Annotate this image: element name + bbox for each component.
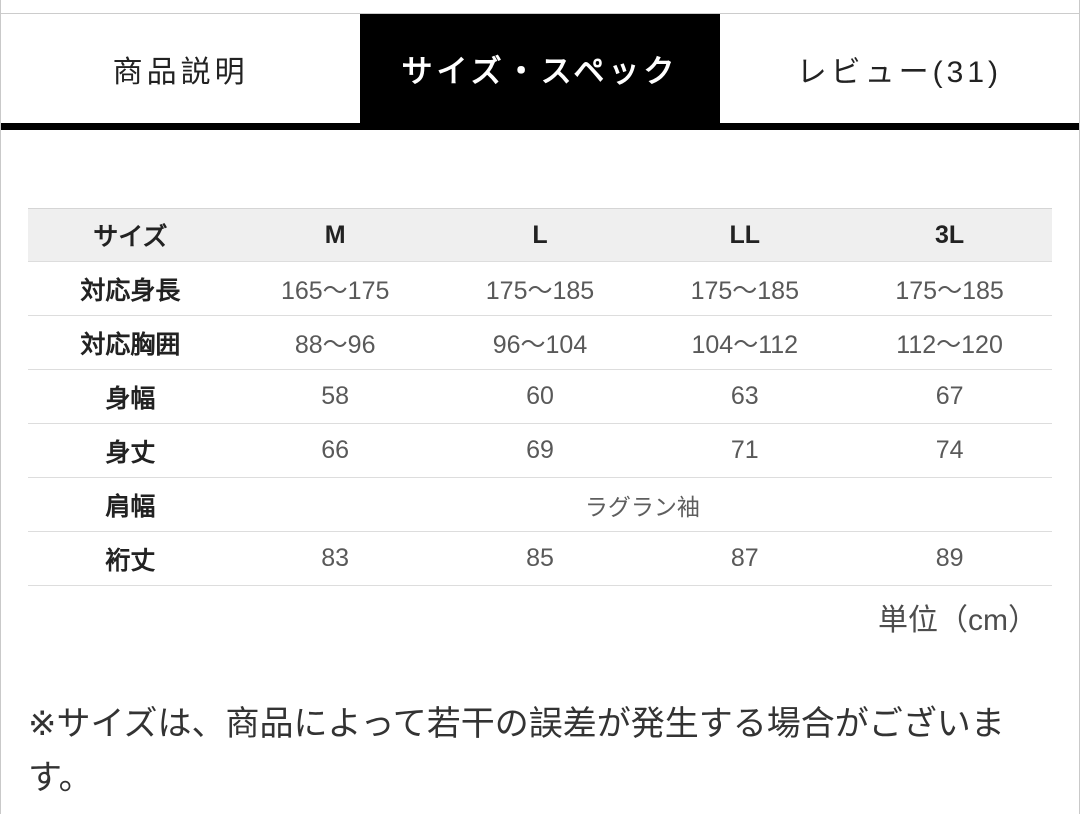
tab-product-description[interactable]: 商品説明 bbox=[1, 14, 361, 123]
size-table-row: 肩幅 ラグラン袖 bbox=[28, 477, 1052, 532]
size-table-row-label: 対応身長 bbox=[28, 261, 233, 316]
size-table-cell: 175〜185 bbox=[847, 261, 1052, 316]
size-table-size-header: M bbox=[232, 208, 438, 262]
size-table-cell: 175〜185 bbox=[437, 261, 643, 316]
size-table-size-header: L bbox=[437, 208, 643, 262]
tab-reviews[interactable]: レビュー(31) bbox=[719, 14, 1079, 123]
size-table-cell: 89 bbox=[847, 531, 1052, 586]
size-table-row: 対応身長 165〜175 175〜185 175〜185 175〜185 bbox=[28, 261, 1052, 316]
size-table-header-row: サイズ M L LL 3L bbox=[28, 208, 1052, 262]
unit-note: 単位（cm） bbox=[878, 604, 1038, 637]
tab-reviews-label: レビュー(31) bbox=[796, 55, 1002, 89]
size-table-cell: 87 bbox=[642, 531, 848, 586]
size-table-corner-header: サイズ bbox=[28, 208, 233, 262]
size-table-size-header: 3L bbox=[847, 208, 1052, 262]
size-table-size-header: LL bbox=[642, 208, 848, 262]
size-table-body: 対応身長 165〜175 175〜185 175〜185 175〜185 対応胸囲 88〜9… bbox=[28, 261, 1052, 586]
size-table-row: 身丈 66 69 71 74 bbox=[28, 423, 1052, 478]
size-table-row: 裄丈 83 85 87 89 bbox=[28, 531, 1052, 586]
size-spec-table: サイズ M L LL 3L 対応身長 165〜175 175〜185 175〜185 175〜1… bbox=[28, 208, 1052, 586]
size-table-cell: 67 bbox=[847, 369, 1052, 424]
size-table-cell: 96〜104 bbox=[437, 315, 643, 370]
size-table-cell: 175〜185 bbox=[642, 261, 848, 316]
tab-size-spec[interactable]: サイズ・スペック bbox=[360, 14, 720, 123]
size-table-cell: 112〜120 bbox=[847, 315, 1052, 370]
size-table-head: サイズ M L LL 3L bbox=[28, 208, 1052, 262]
size-table-cell: 71 bbox=[642, 423, 848, 478]
size-table-cell: 88〜96 bbox=[232, 315, 438, 370]
size-table-cell: 63 bbox=[642, 369, 848, 424]
size-table-row-label: 肩幅 bbox=[28, 477, 233, 532]
size-table-cell: 165〜175 bbox=[232, 261, 438, 316]
size-table-cell: 74 bbox=[847, 423, 1052, 478]
size-table-cell: 104〜112 bbox=[642, 315, 848, 370]
top-spacer bbox=[1, 0, 1079, 13]
size-table-cell: 83 bbox=[232, 531, 438, 586]
size-table-span-cell: ラグラン袖 bbox=[232, 477, 1052, 532]
tab-product-description-label: 商品説明 bbox=[112, 55, 249, 89]
product-tabs: 商品説明 サイズ・スペック レビュー(31) bbox=[1, 13, 1079, 123]
size-disclaimer-note: ※サイズは、商品によって若干の誤差が発生する場合がございます。 bbox=[28, 705, 1005, 798]
tab-size-spec-label: サイズ・スペック bbox=[401, 54, 679, 89]
size-table-row: 対応胸囲 88〜96 96〜104 104〜112 112〜120 bbox=[28, 315, 1052, 370]
size-table-cell: 85 bbox=[437, 531, 643, 586]
size-table-cell: 66 bbox=[232, 423, 438, 478]
tabbar-bottom-bar bbox=[1, 123, 1079, 130]
size-table-cell: 60 bbox=[437, 369, 643, 424]
size-table-row-label: 対応胸囲 bbox=[28, 315, 233, 370]
size-table-row-label: 裄丈 bbox=[28, 531, 233, 586]
size-table-row-label: 身幅 bbox=[28, 369, 233, 424]
size-spec-content: サイズ M L LL 3L 対応身長 165〜175 175〜185 175〜185 175〜1… bbox=[1, 208, 1079, 806]
size-table-cell: 58 bbox=[232, 369, 438, 424]
size-table-row-label: 身丈 bbox=[28, 423, 233, 478]
size-table-cell: 69 bbox=[437, 423, 643, 478]
size-table-row: 身幅 58 60 63 67 bbox=[28, 369, 1052, 424]
